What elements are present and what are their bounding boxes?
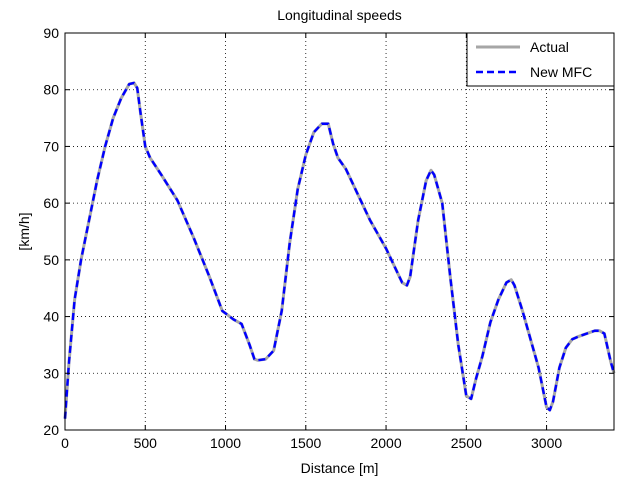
x-tick-label: 1000 [210,435,241,451]
x-tick-label: 2500 [451,435,482,451]
series-layer [63,81,616,419]
x-axis-title: Distance [m] [301,460,379,476]
x-tick-label: 1500 [290,435,321,451]
legend-label-new-mfc: New MFC [530,64,592,80]
y-tick-label: 60 [43,195,59,211]
legend: Actual New MFC [466,32,615,87]
x-tick-label: 3000 [531,435,562,451]
plot-frame [64,32,615,431]
y-tick-label: 80 [43,82,59,98]
y-tick-label: 30 [43,365,59,381]
y-tick-label: 70 [43,138,59,154]
y-axis-title: [km/h] [16,212,32,250]
x-tick-label: 2000 [370,435,401,451]
y-tick-label: 50 [43,252,59,268]
plot-area [65,33,614,430]
series-line-actual [63,81,616,419]
y-tick-label: 90 [43,25,59,41]
y-tick-label: 20 [43,422,59,438]
axis-ticks: 0 500 1000 1500 2000 2500 3000 20 30 40 50 60 70 80 90 [43,25,614,451]
legend-box [466,32,615,87]
x-tick-label: 500 [134,435,158,451]
x-tick-label: 0 [61,435,69,451]
y-tick-label: 40 [43,309,59,325]
legend-label-actual: Actual [530,39,569,55]
chart-title: Longitudinal speeds [277,7,402,23]
